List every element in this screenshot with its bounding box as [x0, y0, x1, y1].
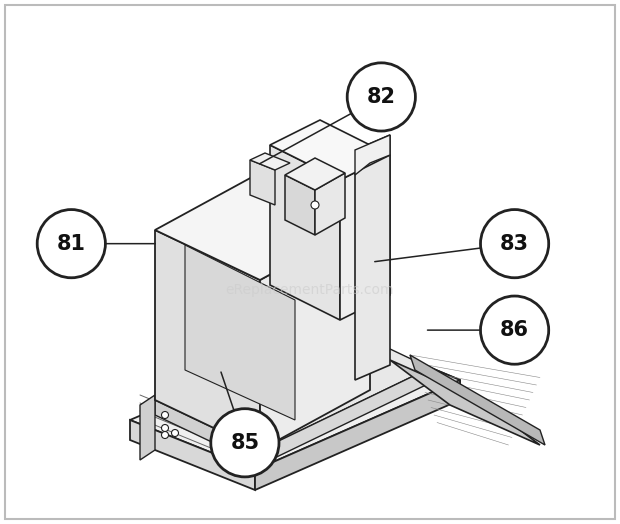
Text: 81: 81 — [57, 234, 86, 254]
Polygon shape — [390, 360, 540, 445]
Polygon shape — [355, 135, 390, 380]
Polygon shape — [285, 175, 315, 235]
Polygon shape — [285, 158, 345, 190]
Polygon shape — [340, 330, 460, 400]
Circle shape — [242, 456, 249, 464]
Polygon shape — [250, 153, 290, 170]
Text: eReplacementParts.com: eReplacementParts.com — [226, 283, 394, 297]
Circle shape — [231, 452, 239, 458]
Circle shape — [161, 411, 169, 419]
Circle shape — [347, 63, 415, 131]
Polygon shape — [260, 220, 370, 450]
Text: 82: 82 — [367, 87, 396, 107]
Circle shape — [161, 431, 169, 439]
Text: 85: 85 — [231, 433, 259, 453]
Polygon shape — [130, 420, 255, 490]
Polygon shape — [155, 170, 370, 280]
Polygon shape — [270, 145, 340, 320]
Polygon shape — [155, 230, 260, 450]
Circle shape — [211, 409, 279, 477]
Circle shape — [172, 430, 179, 436]
Text: 83: 83 — [500, 234, 529, 254]
Circle shape — [161, 424, 169, 431]
Polygon shape — [340, 155, 390, 320]
Polygon shape — [155, 318, 430, 450]
Circle shape — [480, 296, 549, 364]
Polygon shape — [255, 380, 460, 490]
Text: 86: 86 — [500, 320, 529, 340]
Polygon shape — [355, 135, 390, 175]
Polygon shape — [270, 120, 390, 180]
Polygon shape — [410, 355, 545, 445]
Polygon shape — [130, 330, 460, 470]
Polygon shape — [260, 368, 430, 465]
Polygon shape — [250, 160, 275, 205]
Circle shape — [311, 201, 319, 209]
Polygon shape — [315, 173, 345, 235]
Polygon shape — [140, 395, 155, 460]
Polygon shape — [155, 400, 260, 465]
Polygon shape — [185, 245, 295, 420]
Circle shape — [480, 210, 549, 278]
Circle shape — [37, 210, 105, 278]
